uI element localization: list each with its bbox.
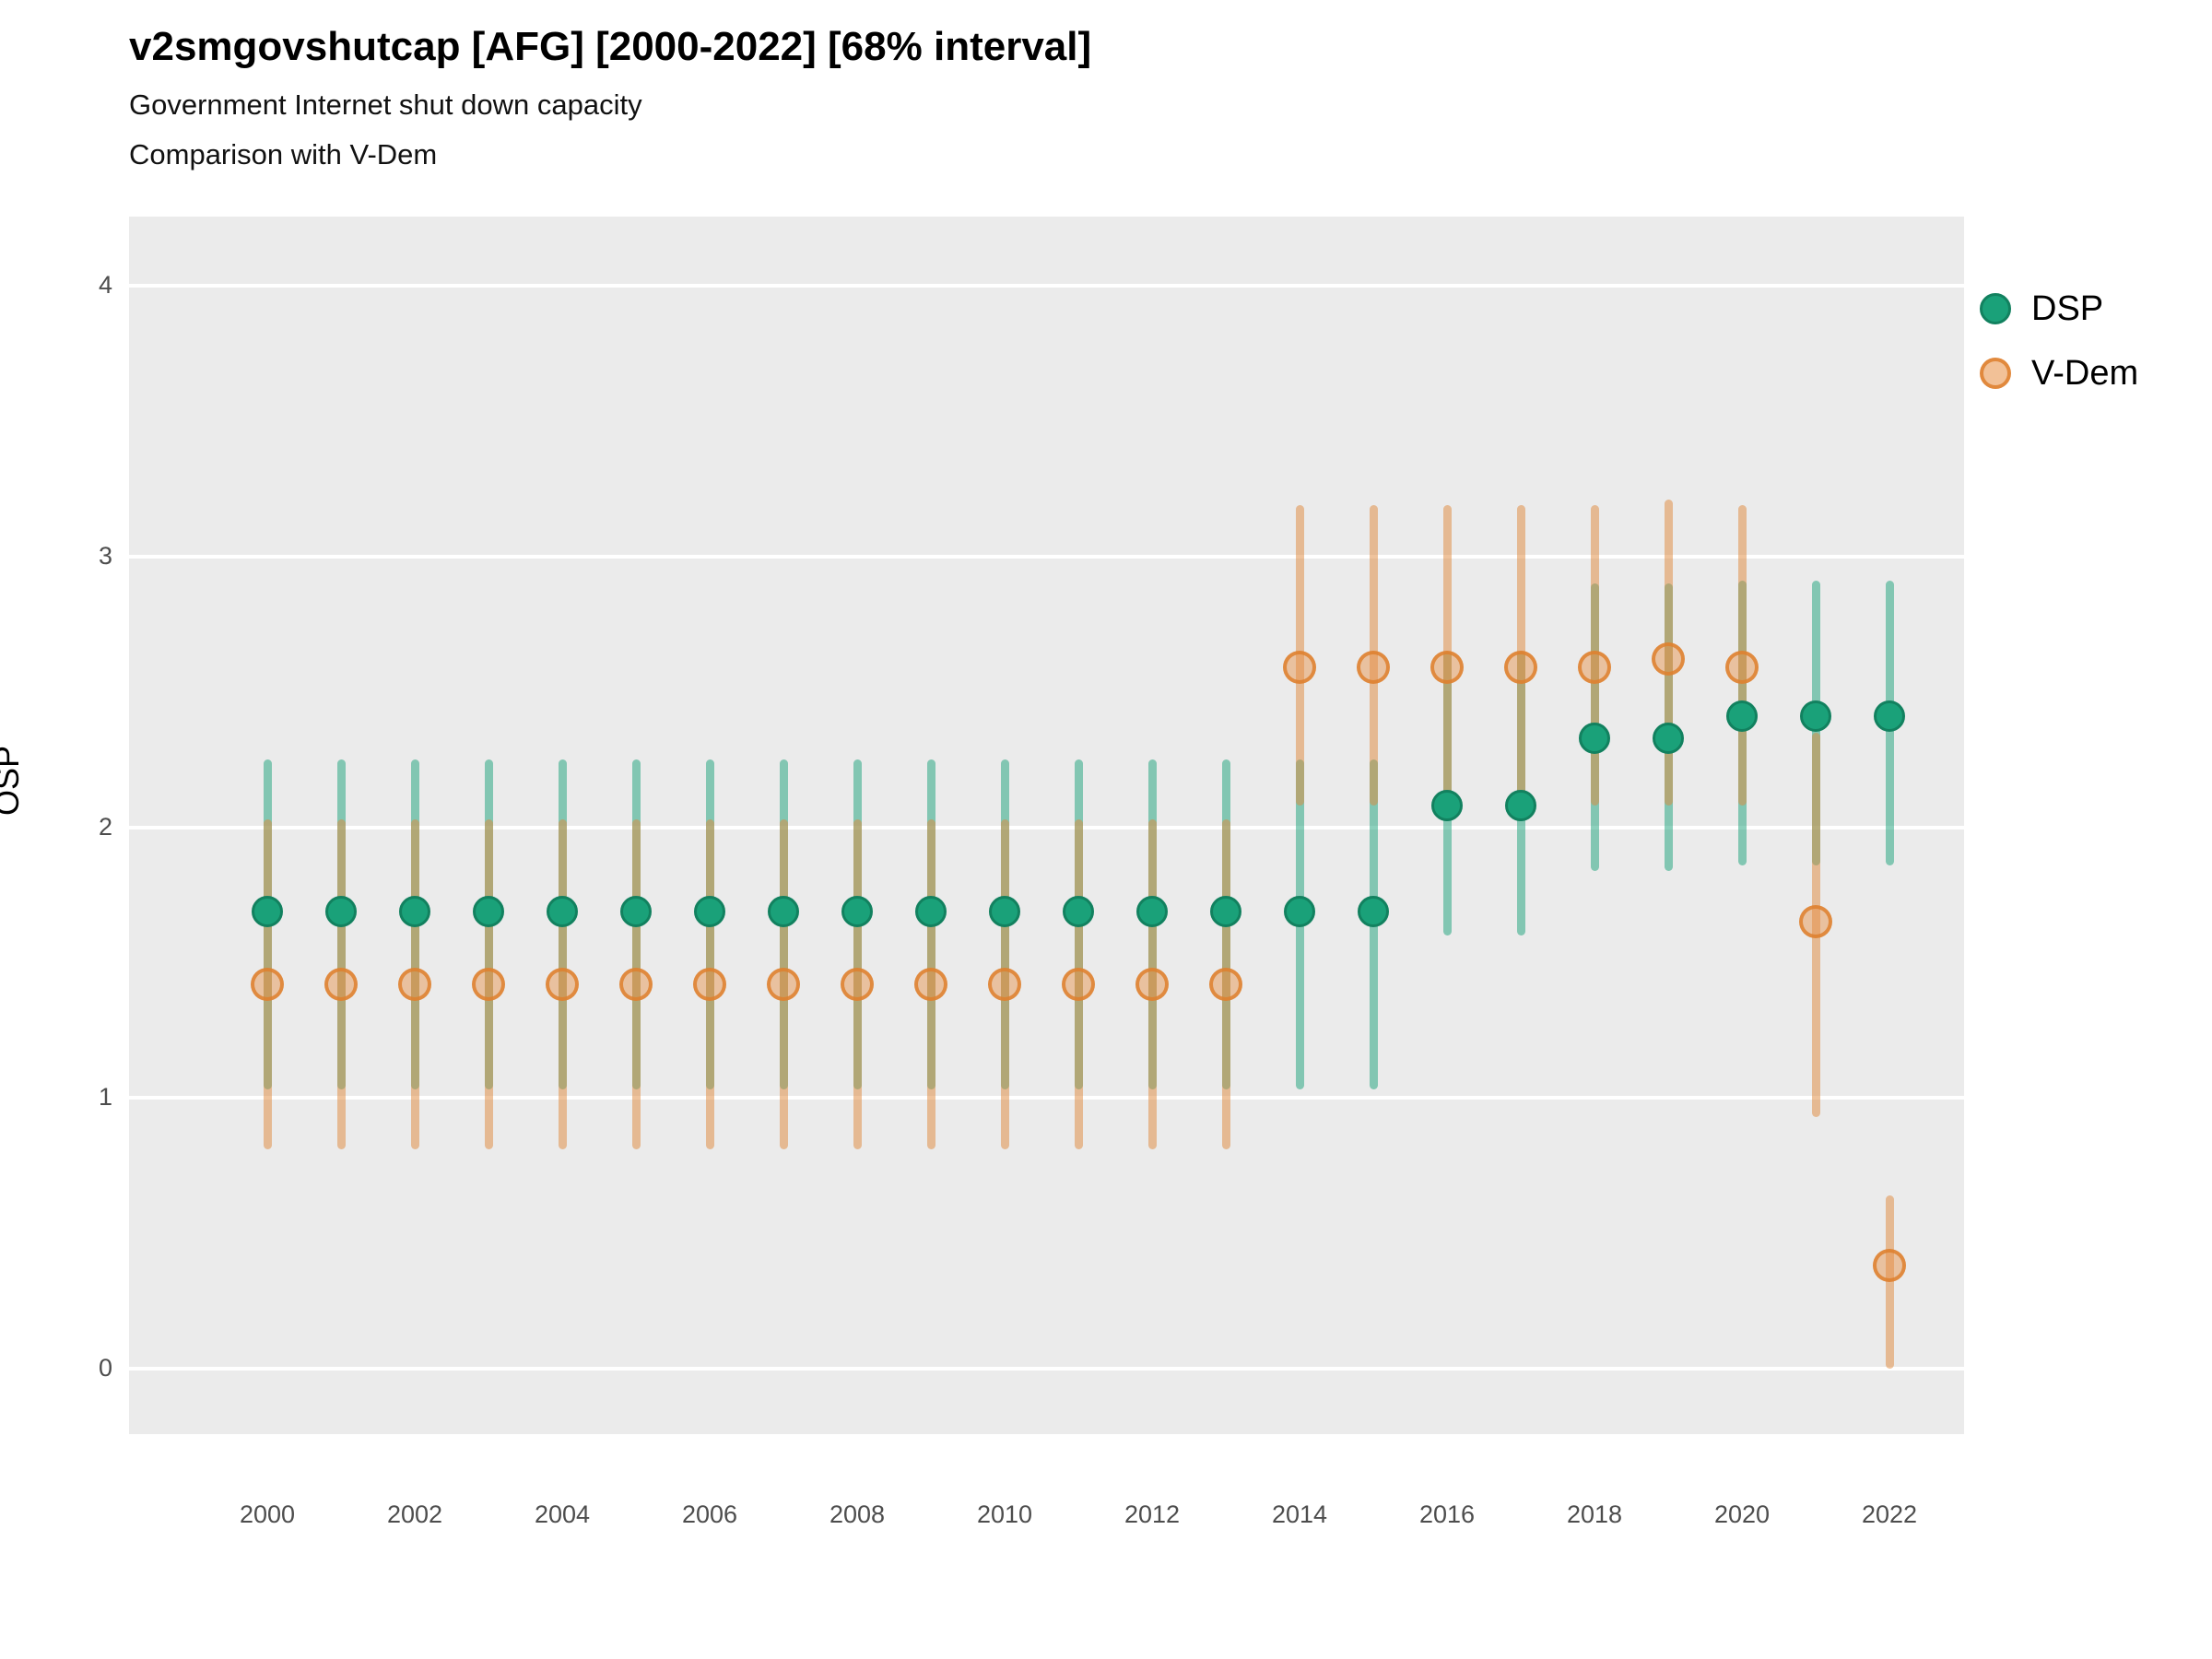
x-tick-label-2020: 2020 [1713, 1500, 1771, 1528]
dsp-point-2011 [1063, 895, 1094, 927]
vdem-point-2004 [546, 967, 579, 1001]
x-tick-label-2000: 2000 [239, 1500, 296, 1528]
dsp-point-2001 [325, 895, 357, 927]
vdem-point-2022 [1873, 1249, 1906, 1283]
dsp-point-2020 [1726, 700, 1758, 733]
plot-area [129, 217, 1964, 1434]
vdem-point-2016 [1430, 651, 1464, 685]
y-tick-label-0: 0 [98, 1354, 112, 1382]
y-axis-title: OSP [0, 745, 26, 816]
y-tick-label-4: 4 [98, 271, 112, 299]
vdem-point-2009 [914, 967, 947, 1001]
gridline-y-4 [129, 284, 1964, 288]
dsp-point-2019 [1653, 722, 1684, 754]
legend: DSP V-Dem [1980, 276, 2138, 406]
vdem-point-2006 [693, 967, 726, 1001]
vdem-point-2007 [767, 967, 800, 1001]
x-tick-label-2010: 2010 [976, 1500, 1033, 1528]
dsp-point-2017 [1505, 790, 1536, 821]
gridline-y-1 [129, 1096, 1964, 1100]
dsp-point-2018 [1579, 722, 1610, 754]
dsp-point-2012 [1136, 895, 1168, 927]
dsp-point-2010 [989, 895, 1020, 927]
x-tick-label-2004: 2004 [534, 1500, 591, 1528]
legend-entry-vdem: V-Dem [1980, 341, 2138, 406]
vdem-point-2021 [1799, 905, 1832, 939]
x-tick-label-2014: 2014 [1271, 1500, 1328, 1528]
dsp-point-2006 [694, 895, 725, 927]
vdem-point-2017 [1504, 651, 1537, 685]
x-tick-label-2018: 2018 [1566, 1500, 1623, 1528]
vdem-point-2013 [1209, 967, 1242, 1001]
y-tick-label-2: 2 [98, 812, 112, 841]
gridline-y-0 [129, 1367, 1964, 1371]
vdem-point-2020 [1725, 651, 1759, 685]
vdem-point-2019 [1652, 642, 1685, 677]
dsp-point-2009 [915, 895, 947, 927]
x-tick-label-2008: 2008 [829, 1500, 886, 1528]
dsp-point-2021 [1800, 700, 1831, 733]
legend-label-dsp: DSP [2031, 288, 2104, 328]
dsp-point-2022 [1874, 700, 1905, 733]
y-tick-label-1: 1 [98, 1083, 112, 1112]
vdem-point-2014 [1283, 651, 1316, 685]
vdem-point-2002 [398, 967, 431, 1001]
dsp-point-2003 [473, 895, 504, 927]
x-tick-label-2016: 2016 [1418, 1500, 1476, 1528]
dsp-point-2005 [620, 895, 652, 927]
vdem-point-2010 [988, 967, 1021, 1001]
vdem-point-2001 [324, 967, 358, 1001]
dsp-point-2007 [768, 895, 799, 927]
vdem-point-2003 [472, 967, 505, 1001]
chart-subtitle: Government Internet shut down capacity [129, 88, 642, 121]
dsp-point-2014 [1284, 895, 1315, 927]
x-tick-label-2002: 2002 [386, 1500, 443, 1528]
legend-label-vdem: V-Dem [2031, 353, 2139, 393]
vdem-point-2005 [619, 967, 653, 1001]
dsp-point-2008 [841, 895, 873, 927]
vdem-point-2015 [1357, 651, 1390, 685]
x-tick-label-2012: 2012 [1124, 1500, 1181, 1528]
vdem-point-2008 [841, 967, 874, 1001]
gridline-y-2 [129, 825, 1964, 830]
vdem-point-2000 [251, 967, 284, 1001]
dsp-point-2002 [399, 895, 430, 927]
chart-comparison-note: Comparison with V-Dem [129, 138, 438, 171]
gridline-y-3 [129, 554, 1964, 559]
vdem-point-2012 [1135, 967, 1169, 1001]
legend-entry-dsp: DSP [1980, 276, 2138, 341]
vdem-legend-dot-icon [1980, 358, 2011, 389]
dsp-point-2013 [1210, 895, 1241, 927]
vdem-point-2011 [1062, 967, 1095, 1001]
x-tick-label-2022: 2022 [1861, 1500, 1918, 1528]
dsp-legend-dot-icon [1980, 293, 2011, 324]
y-tick-label-3: 3 [98, 541, 112, 570]
dsp-point-2015 [1358, 895, 1389, 927]
dsp-point-2016 [1431, 790, 1463, 821]
x-tick-label-2006: 2006 [681, 1500, 738, 1528]
dsp-point-2004 [547, 895, 578, 927]
vdem-point-2018 [1578, 651, 1611, 685]
chart-title: v2smgovshutcap [AFG] [2000-2022] [68% in… [129, 24, 1092, 69]
dsp-point-2000 [252, 895, 283, 927]
